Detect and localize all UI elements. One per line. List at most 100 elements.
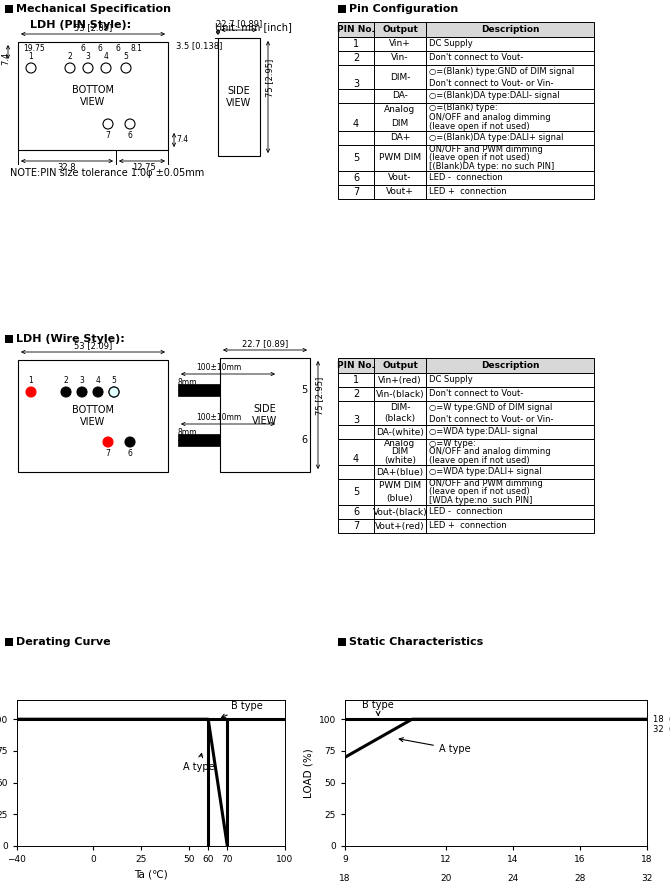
Text: Description: Description: [481, 360, 539, 369]
Text: [(Blank)DA type: no such PIN]: [(Blank)DA type: no such PIN]: [429, 162, 554, 171]
Bar: [338, 103, 374, 131]
Text: Analog: Analog: [385, 439, 415, 448]
Text: 20: 20: [440, 874, 451, 883]
Text: 22.7 [0.89]: 22.7 [0.89]: [216, 19, 262, 28]
Text: Vin-(black): Vin-(black): [376, 389, 424, 398]
Bar: [374, 465, 426, 479]
Text: 75 [2.95]: 75 [2.95]: [316, 377, 324, 415]
Text: Static Characteristics: Static Characteristics: [349, 637, 483, 647]
Text: Description: Description: [481, 25, 539, 34]
Text: 8mm: 8mm: [178, 378, 198, 387]
Bar: [338, 185, 374, 199]
Bar: [426, 387, 594, 401]
Bar: [374, 479, 426, 505]
Bar: [426, 22, 594, 37]
Text: VIEW: VIEW: [80, 97, 106, 107]
Text: ○=(Blank)DA type:DALI+ signal: ○=(Blank)DA type:DALI+ signal: [429, 133, 563, 142]
Bar: [426, 51, 594, 65]
Text: ON/OFF and analog dimming: ON/OFF and analog dimming: [429, 448, 551, 457]
Bar: [338, 387, 374, 401]
Bar: [374, 373, 426, 387]
Text: 8.1: 8.1: [130, 44, 142, 53]
Text: ○=(Blank) type:GND of DIM signal: ○=(Blank) type:GND of DIM signal: [429, 66, 574, 76]
Text: 53 [2.09]: 53 [2.09]: [74, 341, 112, 350]
Bar: [426, 373, 594, 387]
Text: LDH (PIN Style):: LDH (PIN Style):: [30, 20, 131, 30]
Bar: [18, 42, 168, 150]
Bar: [338, 519, 374, 533]
Text: 6: 6: [301, 435, 307, 445]
Bar: [338, 358, 374, 373]
Bar: [374, 401, 426, 425]
Text: (leave open if not used): (leave open if not used): [429, 154, 529, 162]
Bar: [338, 5, 346, 13]
Text: 3: 3: [353, 79, 359, 89]
Text: Analog: Analog: [385, 105, 415, 115]
Y-axis label: LOAD (%): LOAD (%): [304, 748, 313, 798]
Bar: [338, 479, 374, 505]
Text: 32: 32: [641, 874, 652, 883]
Bar: [338, 145, 374, 171]
Bar: [338, 401, 374, 425]
Bar: [426, 37, 594, 51]
Text: Vout-(black): Vout-(black): [373, 508, 427, 517]
Text: (leave open if not used): (leave open if not used): [429, 122, 529, 131]
Text: (black): (black): [385, 414, 415, 424]
Bar: [426, 358, 594, 373]
Bar: [374, 65, 426, 89]
Bar: [338, 638, 346, 646]
Text: LED +  connection: LED + connection: [429, 187, 507, 197]
Text: PWM DIM: PWM DIM: [379, 154, 421, 162]
Text: Don't connect to Vout-: Don't connect to Vout-: [429, 389, 523, 398]
Text: (blue): (blue): [387, 494, 413, 503]
Text: LED +  connection: LED + connection: [429, 522, 507, 531]
Circle shape: [93, 387, 103, 397]
Text: 1: 1: [353, 375, 359, 385]
Text: 4: 4: [96, 376, 100, 385]
Text: 6: 6: [115, 44, 121, 53]
Bar: [374, 51, 426, 65]
Bar: [374, 103, 426, 131]
Text: B type: B type: [362, 700, 393, 715]
Bar: [338, 465, 374, 479]
Text: 32  (B type): 32 (B type): [653, 725, 670, 734]
Text: VIEW: VIEW: [226, 98, 252, 108]
Text: 22.7 [0.89]: 22.7 [0.89]: [242, 339, 288, 348]
Text: Don't connect to Vout-: Don't connect to Vout-: [429, 54, 523, 63]
Text: PIN No.: PIN No.: [337, 360, 375, 369]
Text: LED -  connection: LED - connection: [429, 173, 502, 183]
Bar: [426, 171, 594, 185]
Bar: [338, 89, 374, 103]
Text: NOTE:PIN size tolerance 1.0φ ±0.05mm: NOTE:PIN size tolerance 1.0φ ±0.05mm: [10, 168, 204, 178]
Bar: [338, 37, 374, 51]
Bar: [374, 131, 426, 145]
Text: Output: Output: [382, 25, 418, 34]
Bar: [426, 185, 594, 199]
Circle shape: [109, 387, 119, 397]
Text: LDH (Wire Style):: LDH (Wire Style):: [16, 334, 125, 344]
Text: DA-(white): DA-(white): [376, 427, 424, 436]
Text: ○=(Blank)DA type:DALI- signal: ○=(Blank)DA type:DALI- signal: [429, 92, 559, 101]
Bar: [426, 465, 594, 479]
Text: 8mm: 8mm: [178, 428, 198, 437]
Text: 7: 7: [353, 187, 359, 197]
Bar: [338, 439, 374, 465]
Bar: [374, 185, 426, 199]
Text: DIM: DIM: [391, 119, 409, 129]
Bar: [426, 89, 594, 103]
Text: DIM: DIM: [391, 448, 409, 457]
Text: 7.4: 7.4: [1, 52, 11, 65]
Circle shape: [109, 387, 119, 397]
Text: 28: 28: [574, 874, 585, 883]
Text: 2: 2: [68, 52, 72, 61]
Bar: [426, 425, 594, 439]
Text: 19.75: 19.75: [23, 44, 45, 53]
Text: DA+: DA+: [390, 133, 410, 142]
Text: 5: 5: [301, 385, 307, 395]
Bar: [5, 335, 13, 343]
Bar: [426, 401, 594, 425]
Bar: [338, 22, 374, 37]
Bar: [338, 131, 374, 145]
Text: 1: 1: [353, 39, 359, 49]
Text: DA+(blue): DA+(blue): [377, 467, 423, 477]
